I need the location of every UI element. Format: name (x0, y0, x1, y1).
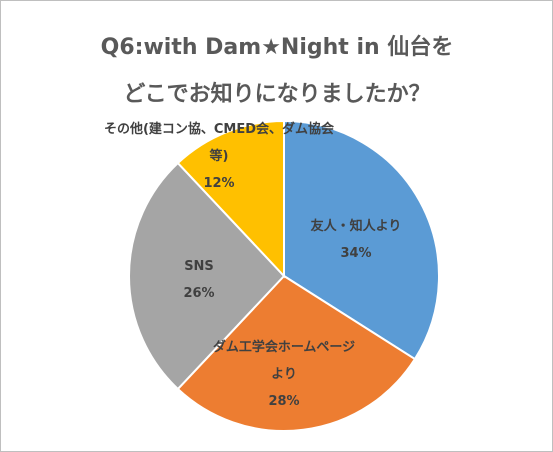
category-label: 友人・知人より (310, 219, 402, 234)
slice-label: ダム工学会ホームページより 28% (209, 334, 359, 415)
chart-title: Q6:with Dam★Night in 仙台を (101, 34, 454, 60)
slice-label: 友人・知人より 34% (286, 213, 426, 267)
category-label: その他(建コン協、CMED会、ダム協会等) (103, 122, 335, 164)
category-label: ダム工学会ホームページより (212, 340, 356, 382)
pie-slice (176, 119, 285, 279)
pie-slice (128, 161, 286, 391)
pie-slice (176, 274, 417, 432)
value-label: 28% (268, 394, 300, 409)
chart-title: どこでお知りになりましたか？ (123, 81, 430, 107)
value-label: 34% (340, 246, 372, 261)
value-label: 12% (203, 176, 235, 191)
slice-label: その他(建コン協、CMED会、ダム協会等) 12% (99, 116, 339, 197)
category-label: SNS (184, 259, 214, 274)
value-label: 26% (183, 286, 215, 301)
slice-label: SNS 26% (169, 253, 229, 307)
